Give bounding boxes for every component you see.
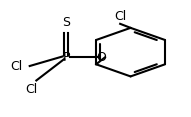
Text: P: P bbox=[62, 51, 70, 64]
Text: S: S bbox=[62, 16, 70, 29]
Text: O: O bbox=[96, 51, 106, 64]
Text: Cl: Cl bbox=[10, 60, 23, 73]
Text: Cl: Cl bbox=[114, 10, 126, 23]
Text: Cl: Cl bbox=[25, 83, 37, 96]
